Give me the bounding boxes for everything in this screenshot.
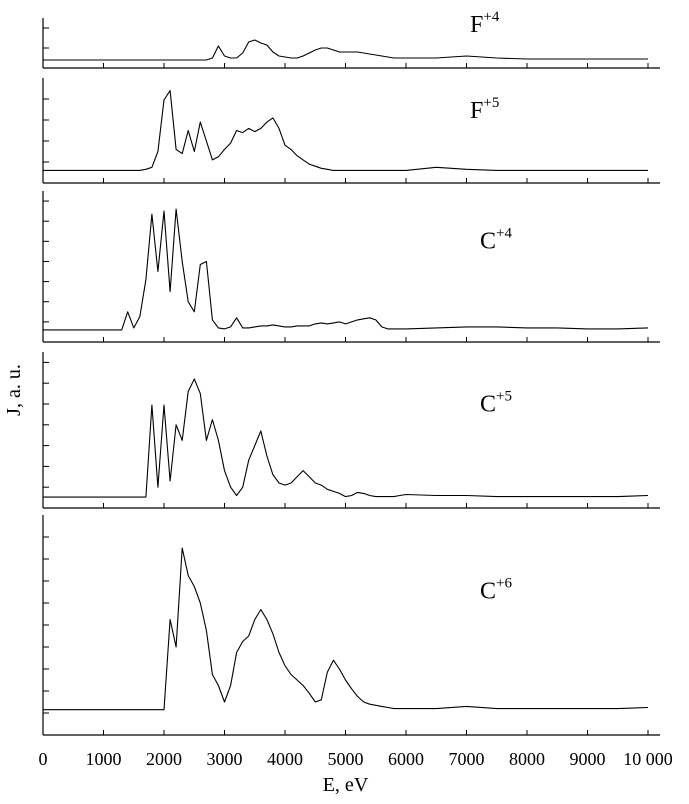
x-tick-label: 1000	[86, 749, 122, 769]
x-tick-label: 9000	[570, 749, 606, 769]
spectrum-line	[43, 378, 649, 498]
spectrum-line	[43, 90, 648, 171]
panel-label: F+4	[470, 9, 500, 38]
panel-label: C+5	[480, 388, 512, 417]
panel-label: F+5	[470, 95, 499, 124]
x-tick-label: 10 000	[623, 749, 673, 769]
x-axis-label: E, eV	[323, 774, 369, 796]
panel-label: C+6	[480, 576, 512, 605]
x-tick-label: 5000	[328, 749, 364, 769]
x-tick-label: 0	[39, 749, 48, 769]
panel-label-base: C	[480, 579, 496, 605]
x-tick-label: 2000	[146, 749, 182, 769]
panel-label-sup: +4	[483, 9, 499, 25]
panel-label: C+4	[480, 225, 512, 254]
panel-label-sup: +6	[496, 576, 512, 592]
x-tick-label: 8000	[509, 749, 545, 769]
panel-label-base: F	[470, 98, 483, 124]
x-tick-label: 4000	[267, 749, 303, 769]
x-tick-label: 6000	[388, 749, 424, 769]
panel-label-base: C	[480, 391, 496, 417]
spectrum-line	[43, 39, 648, 61]
panel-label-base: C	[480, 228, 496, 254]
panel-label-base: F	[470, 12, 483, 38]
panel-label-sup: +5	[483, 95, 499, 111]
x-tick-label: 3000	[207, 749, 243, 769]
x-tick-label: 7000	[449, 749, 485, 769]
panel-label-sup: +5	[496, 388, 512, 404]
spectrum-line	[43, 208, 649, 331]
y-axis-label: J, a. u.	[3, 364, 25, 416]
spectrum-line	[43, 547, 649, 711]
panel-label-sup: +4	[496, 225, 512, 241]
